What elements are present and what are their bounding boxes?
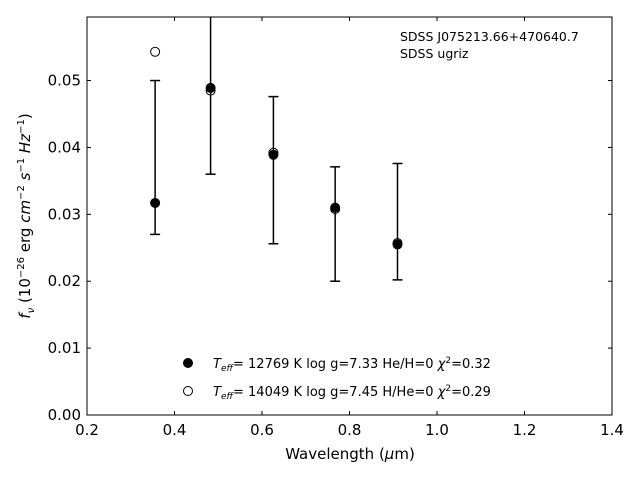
data-point-open: [268, 147, 279, 158]
x-tick-label: 1.2: [513, 421, 537, 439]
x-tick-label: 1.0: [425, 421, 449, 439]
legend-marker-open: [183, 386, 193, 396]
data-point-open: [205, 85, 216, 96]
y-tick-label: 0.05: [48, 72, 81, 90]
data-point-open: [392, 238, 403, 249]
y-tick-label: 0.02: [48, 272, 81, 290]
y-axis-label: fν (10−26 erg cm−2 s−1 Hz−1): [16, 113, 37, 318]
y-tick-label: 0.00: [48, 406, 81, 424]
x-axis-label: Wavelength (μm): [285, 445, 415, 463]
svg-text:fν (10−26 erg cm−2 s−1 Hz−1): fν (10−26 erg cm−2 s−1 Hz−1): [16, 113, 37, 318]
data-point-open: [150, 46, 161, 57]
x-tick-label: 0.6: [250, 421, 274, 439]
data-point-filled: [150, 197, 161, 208]
data-point-open: [330, 203, 341, 214]
data-point-filled: [205, 82, 216, 93]
annotation-object: SDSS J075213.66+470640.7: [400, 29, 579, 44]
y-tick-label: 0.04: [48, 138, 81, 156]
axes-frame: [86, 16, 613, 416]
x-tick-label: 0.2: [75, 421, 99, 439]
x-tick-label: 0.8: [338, 421, 362, 439]
x-tick-label: 1.4: [600, 421, 624, 439]
legend-entry-1: Teff= 12769 K log g=7.33 He/H=0 χ2=0.32: [213, 356, 491, 374]
legend-entry-2: Teff= 14049 K log g=7.45 H/He=0 χ2=0.29: [213, 384, 491, 402]
legend: Teff= 12769 K log g=7.33 He/H=0 χ2=0.32 …: [183, 356, 491, 402]
y-tick-label: 0.03: [48, 205, 81, 223]
x-tick-label: 0.4: [163, 421, 187, 439]
legend-marker-filled: [183, 358, 193, 368]
y-tick-label: 0.01: [48, 339, 81, 357]
annotation-survey: SDSS ugriz: [400, 46, 469, 61]
